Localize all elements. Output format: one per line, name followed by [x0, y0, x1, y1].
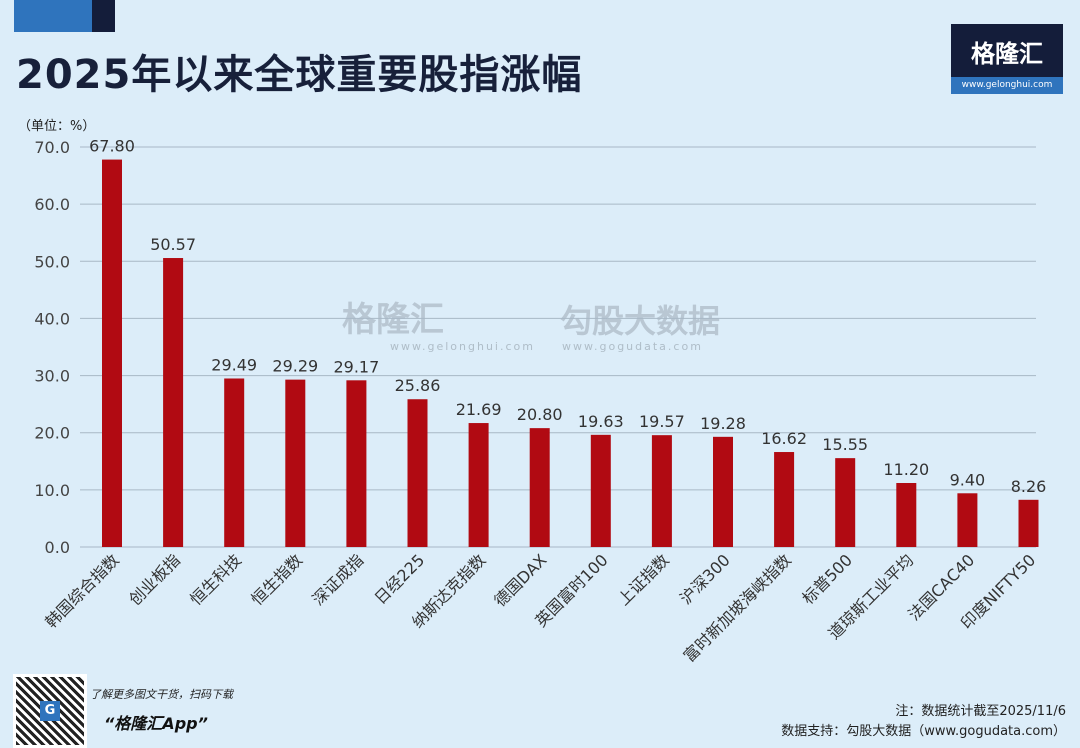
logo-url: www.gelonghui.com: [951, 77, 1063, 94]
watermark-brand: 格隆汇: [342, 300, 444, 340]
x-tick-label: 深证成指: [309, 550, 368, 609]
data-label: 29.17: [333, 357, 379, 376]
y-tick-label: 40.0: [34, 309, 70, 328]
x-tick-label: 沪深300: [676, 550, 734, 608]
qr-code[interactable]: G: [13, 674, 87, 748]
watermark-url: www.gelonghui.com: [390, 340, 535, 353]
y-tick-label: 30.0: [34, 367, 70, 386]
x-tick-label: 韩国综合指数: [42, 550, 123, 631]
y-tick-label: 10.0: [34, 481, 70, 500]
gelonghui-logo: 格隆汇 www.gelonghui.com: [951, 24, 1063, 94]
x-tick-label: 恒生科技: [186, 550, 245, 609]
watermark-url-2: www.gogudata.com: [562, 340, 703, 353]
x-tick-label: 德国DAX: [490, 550, 550, 610]
bar: [224, 378, 245, 547]
bar: [651, 435, 672, 547]
data-source: 数据支持：勾股大数据（www.gogudata.com）: [781, 724, 1066, 739]
bar: [468, 423, 489, 547]
bar-chart: （单位：%） 0.0 10.0 20.0 30.0 40.0 50.0 60.0 70.0 67.…: [18, 119, 1047, 666]
promo-text: 了解更多图文干货，扫码下载: [90, 688, 233, 701]
qr-logo-icon: G: [40, 701, 60, 721]
bar: [529, 428, 550, 547]
data-label: 19.28: [700, 414, 746, 433]
bar: [407, 399, 428, 547]
data-label: 9.40: [950, 470, 986, 489]
y-tick-label: 0.0: [45, 538, 70, 557]
data-label: 11.20: [883, 460, 929, 479]
bar: [590, 434, 611, 547]
data-label: 21.69: [456, 400, 502, 419]
watermark-brand-2: 勾股大数据: [560, 302, 721, 340]
header-accent-navy: [92, 0, 115, 32]
bar: [835, 458, 856, 547]
data-label: 50.57: [150, 235, 196, 254]
x-tick-label: 上证指数: [614, 550, 673, 609]
data-label: 15.55: [822, 435, 868, 454]
y-tick-label: 70.0: [34, 138, 70, 157]
bar: [957, 493, 978, 547]
bar: [102, 159, 122, 548]
x-tick-label: 创业板指: [125, 550, 184, 609]
bar: [346, 380, 367, 547]
data-label: 19.63: [578, 412, 624, 431]
page-title: 2025年以来全球重要股指涨幅: [16, 52, 583, 98]
data-label: 25.86: [395, 376, 441, 395]
logo-brand: 格隆汇: [971, 40, 1043, 68]
promo-app: “格隆汇App”: [104, 714, 208, 733]
x-tick-label: 标普500: [798, 550, 856, 608]
unit-label: （单位：%）: [18, 119, 95, 134]
bar: [896, 483, 917, 547]
data-note: 注：数据统计截至2025/11/6: [895, 704, 1066, 719]
bar: [774, 452, 795, 547]
x-tick-label: 恒生指数: [247, 550, 306, 609]
data-label: 29.29: [272, 357, 318, 376]
data-label: 20.80: [517, 405, 563, 424]
y-tick-label: 60.0: [34, 195, 70, 214]
y-tick-label: 20.0: [34, 424, 70, 443]
data-label: 67.80: [89, 137, 135, 156]
header-accent-blue: [14, 0, 92, 32]
y-tick-label: 50.0: [34, 252, 70, 271]
x-tick-label: 富时新加坡海峡指数: [680, 550, 795, 665]
data-label: 29.49: [211, 355, 257, 374]
data-label: 16.62: [761, 429, 807, 448]
x-tick-label: 日经225: [371, 550, 429, 608]
bar: [713, 436, 733, 547]
bar: [1018, 499, 1039, 547]
bar: [163, 258, 184, 547]
data-label: 19.57: [639, 412, 685, 431]
bar: [285, 379, 306, 547]
data-label: 8.26: [1011, 477, 1047, 496]
